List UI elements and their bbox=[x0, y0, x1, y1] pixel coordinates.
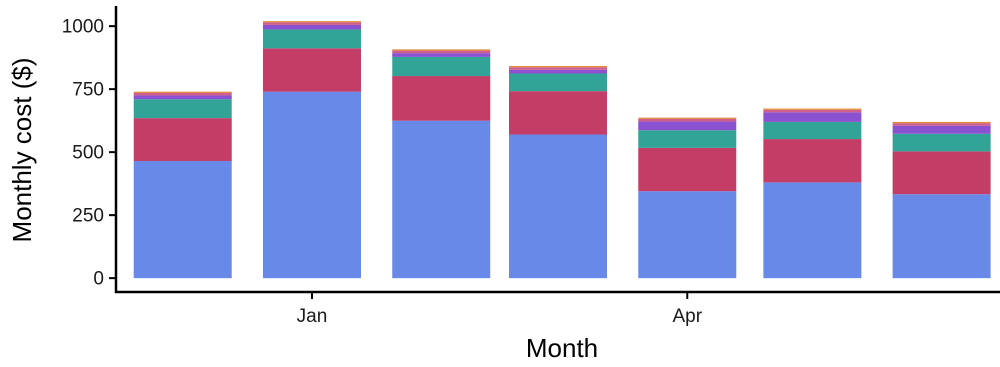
bar-feb-compute-segment bbox=[392, 120, 491, 279]
bar-apr-compute-segment bbox=[638, 191, 737, 279]
bar-feb-network-segment bbox=[392, 56, 491, 77]
bar-apr-database-segment bbox=[638, 121, 737, 131]
bar-feb-other-segment bbox=[392, 49, 491, 51]
y-axis-ticks: 0 250 500 750 1000 bbox=[62, 17, 116, 290]
bar-may-storage-segment bbox=[763, 139, 862, 183]
y-tick-label: 0 bbox=[93, 269, 104, 290]
x-tick-label: Apr bbox=[672, 306, 702, 327]
y-tick-label: 250 bbox=[72, 206, 104, 227]
bar-feb-database-segment bbox=[392, 53, 491, 57]
bar-dec-database-segment bbox=[133, 95, 232, 100]
y-tick-label: 500 bbox=[72, 143, 104, 164]
bar-jun-other-segment bbox=[892, 121, 991, 124]
x-tick-label: Jan bbox=[297, 306, 328, 327]
y-axis-title: Monthly cost ($) bbox=[7, 58, 37, 243]
bar-jun-storage-segment bbox=[892, 151, 991, 195]
bar-apr-monitoring-segment bbox=[638, 118, 737, 122]
bar-dec-storage-segment bbox=[133, 118, 232, 161]
bar-jan-compute-segment bbox=[262, 91, 361, 279]
bar-apr-network-segment bbox=[638, 130, 737, 148]
bar-jun-compute-segment bbox=[892, 194, 991, 279]
bar-may-database-segment bbox=[763, 112, 862, 122]
bar-may-other-segment bbox=[763, 108, 862, 110]
bar-jun-network-segment bbox=[892, 133, 991, 152]
bar-mar-compute-segment bbox=[509, 134, 607, 279]
bar-may-network-segment bbox=[763, 121, 862, 140]
bar-jun-database-segment bbox=[892, 125, 991, 134]
bar-jan-monitoring-segment bbox=[262, 22, 361, 25]
bar-mar-network-segment bbox=[509, 73, 607, 92]
bar-dec-monitoring-segment bbox=[133, 92, 232, 96]
bar-mar-storage-segment bbox=[509, 91, 607, 135]
bar-apr-storage-segment bbox=[638, 147, 737, 192]
bar-may-compute-segment bbox=[763, 182, 862, 279]
bar-jan-database-segment bbox=[262, 24, 361, 30]
bar-mar-monitoring-segment bbox=[509, 67, 607, 70]
bar-feb-monitoring-segment bbox=[392, 50, 491, 54]
y-tick-label: 1000 bbox=[62, 17, 104, 38]
bars-group bbox=[133, 21, 991, 279]
bar-mar-other-segment bbox=[509, 65, 607, 68]
y-tick-label: 750 bbox=[72, 80, 104, 101]
bar-jun-monitoring-segment bbox=[892, 123, 991, 126]
bar-mar-database-segment bbox=[509, 69, 607, 74]
bar-feb-storage-segment bbox=[392, 76, 491, 121]
bar-dec-network-segment bbox=[133, 99, 232, 119]
bar-jan-storage-segment bbox=[262, 48, 361, 92]
bar-jan-other-segment bbox=[262, 21, 361, 23]
x-axis-title: Month bbox=[526, 333, 598, 363]
x-axis-ticks: Jan Apr bbox=[297, 292, 703, 327]
bar-dec-compute-segment bbox=[133, 160, 232, 279]
bar-jan-network-segment bbox=[262, 29, 361, 49]
bar-apr-other-segment bbox=[638, 117, 737, 119]
bar-may-monitoring-segment bbox=[763, 109, 862, 113]
bar-dec-other-segment bbox=[133, 91, 232, 93]
